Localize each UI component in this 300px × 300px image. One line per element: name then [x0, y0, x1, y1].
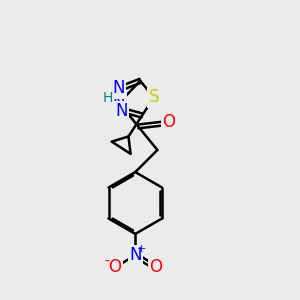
Text: +: + — [137, 244, 146, 254]
Text: S: S — [148, 88, 159, 106]
Text: H: H — [103, 92, 113, 106]
Text: N: N — [113, 94, 125, 112]
Text: N: N — [115, 102, 128, 120]
Text: O: O — [162, 113, 175, 131]
Text: N: N — [112, 80, 125, 98]
Text: N: N — [129, 246, 142, 264]
Text: O: O — [149, 258, 162, 276]
Text: O: O — [108, 258, 121, 276]
Text: -: - — [105, 255, 110, 268]
